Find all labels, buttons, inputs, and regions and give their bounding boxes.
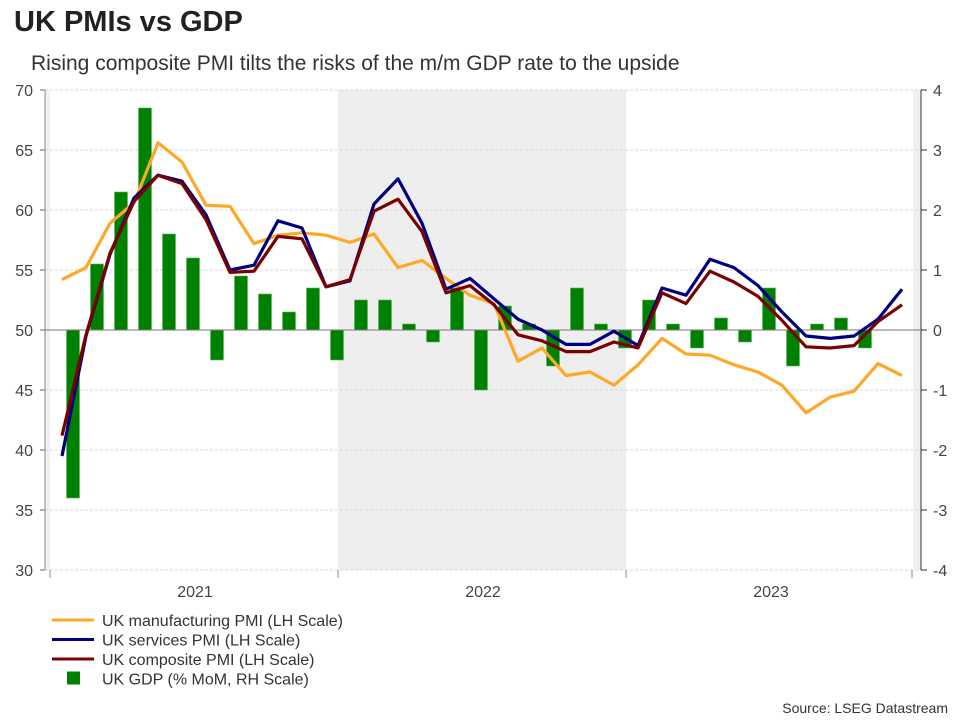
right-tick-label: 1 — [933, 263, 942, 280]
legend-label: UK GDP (% MoM, RH Scale) — [102, 672, 309, 689]
left-tick-label: 50 — [15, 323, 33, 340]
right-tick-label: -2 — [933, 443, 947, 460]
right-tick-label: 4 — [933, 83, 942, 100]
chart-title: UK PMIs vs GDP — [14, 6, 243, 38]
gdp-bar — [570, 287, 584, 331]
gdp-bar — [714, 317, 728, 331]
gdp-bar — [258, 293, 272, 331]
series-line-manufacturing — [61, 141, 903, 415]
left-tick-label: 55 — [15, 263, 33, 280]
gdp-bar — [666, 323, 680, 331]
right-tick-label: 2 — [933, 203, 942, 220]
gdp-bar — [186, 257, 200, 331]
left-tick-label: 30 — [15, 563, 33, 580]
gdp-bar — [210, 329, 224, 361]
gdp-bar — [354, 299, 368, 331]
left-tick-label: 35 — [15, 503, 33, 520]
legend-swatch-bar — [67, 671, 80, 685]
legend-label: UK services PMI (LH Scale) — [102, 633, 300, 650]
legend-label: UK manufacturing PMI (LH Scale) — [102, 613, 343, 630]
chart-subtitle: Rising composite PMI tilts the risks of … — [31, 52, 680, 75]
gdp-bar — [738, 329, 752, 343]
x-tick-label: 2023 — [753, 584, 789, 601]
gdp-bar — [282, 311, 296, 331]
x-tick-label: 2022 — [465, 584, 501, 601]
right-tick-label: 0 — [933, 323, 942, 340]
left-tick-label: 65 — [15, 143, 33, 160]
right-tick-label: -3 — [933, 503, 947, 520]
x-tick-label: 2021 — [177, 584, 213, 601]
right-tick-label: 3 — [933, 143, 942, 160]
gdp-bar — [810, 323, 824, 331]
gdp-bar — [834, 317, 848, 331]
left-tick-label: 60 — [15, 203, 33, 220]
right-tick-label: -1 — [933, 383, 947, 400]
gdp-bar — [378, 299, 392, 331]
gdp-bar — [426, 329, 440, 343]
gdp-bar — [234, 275, 248, 331]
gdp-bar — [450, 287, 464, 331]
gdp-bar — [594, 323, 608, 331]
right-tick-label: -4 — [933, 563, 947, 580]
gdp-bar — [690, 329, 704, 349]
gdp-bar — [330, 329, 344, 361]
left-tick-label: 70 — [15, 83, 33, 100]
left-tick-label: 45 — [15, 383, 33, 400]
gdp-bar — [474, 329, 488, 391]
gdp-bar — [306, 287, 320, 331]
gdp-bar — [162, 233, 176, 331]
gdp-bar — [138, 107, 152, 331]
left-tick-label: 40 — [15, 443, 33, 460]
gdp-bar — [402, 323, 416, 331]
series-line-services — [60, 173, 904, 457]
source-note: Source: LSEG Datastream — [782, 700, 948, 716]
legend-label: UK composite PMI (LH Scale) — [102, 652, 315, 669]
series-line-composite — [60, 173, 903, 436]
